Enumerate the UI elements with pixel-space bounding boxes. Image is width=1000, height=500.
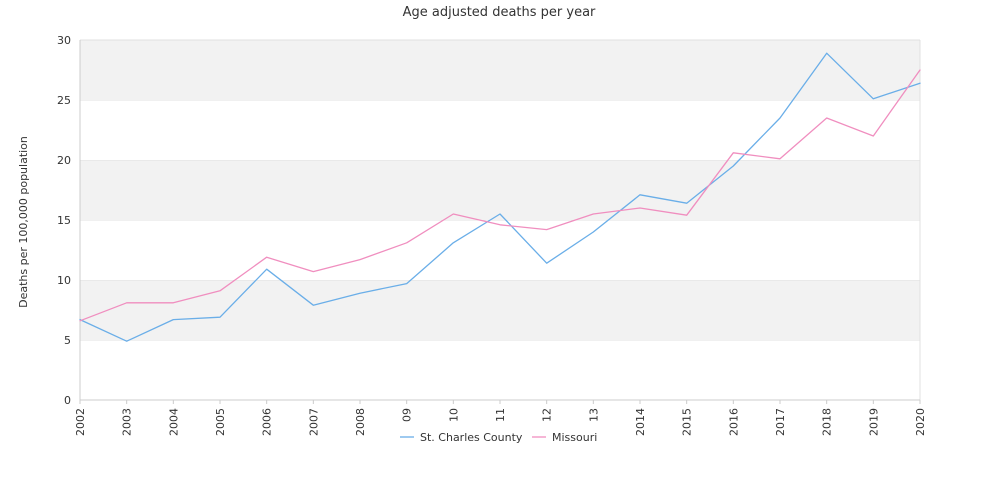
- grid-band: [80, 220, 920, 280]
- x-tick-label: 2006: [261, 408, 274, 436]
- series-line-1: [79, 69, 921, 322]
- x-tick-label: 2019: [867, 408, 880, 436]
- series-lines: [79, 52, 921, 342]
- x-tick-label: 2015: [681, 408, 694, 436]
- y-tick-label: 15: [57, 214, 71, 227]
- x-tick-label: 2016: [727, 408, 740, 436]
- legend-label-1: Missouri: [552, 431, 597, 444]
- x-tick-label: 2003: [121, 408, 134, 436]
- y-tick-label: 20: [57, 154, 71, 167]
- x-tick-label: 2005: [214, 408, 227, 436]
- grid-band: [80, 340, 920, 400]
- x-tick-label: 12: [541, 408, 554, 422]
- x-tick-label: 09: [401, 408, 414, 422]
- y-axis-ticks: 0 5 10 15 20 25 30: [57, 34, 71, 407]
- x-tick-label: 2002: [74, 408, 87, 436]
- y-tick-label: 5: [64, 334, 71, 347]
- x-tick-label: 2020: [914, 408, 927, 436]
- x-tick-label: 2008: [354, 408, 367, 436]
- grid-bands: [80, 39, 920, 400]
- x-axis-ticks: 2002 2003 2004 2005 2006 2007 2008 09 10 11 12 13 20…: [74, 400, 927, 436]
- legend: St. Charles County Missouri: [400, 431, 597, 444]
- grid-band: [80, 100, 920, 160]
- x-tick-label: 13: [587, 408, 600, 422]
- x-tick-label: 11: [494, 408, 507, 422]
- y-axis-title: Deaths per 100,000 population: [17, 136, 30, 308]
- grid-band: [80, 280, 920, 340]
- y-tick-label: 25: [57, 94, 71, 107]
- x-tick-label: 2007: [307, 408, 320, 436]
- legend-label-0: St. Charles County: [420, 431, 523, 444]
- y-tick-label: 10: [57, 274, 71, 287]
- grid-band: [80, 40, 920, 100]
- y-tick-label: 30: [57, 34, 71, 47]
- x-tick-label: 2018: [821, 408, 834, 436]
- series-line-0: [79, 52, 921, 342]
- x-tick-label: 2004: [167, 408, 180, 436]
- grid-band: [80, 160, 920, 220]
- x-tick-label: 10: [447, 408, 460, 422]
- x-tick-label: 2014: [634, 408, 647, 436]
- x-tick-label: 2017: [774, 408, 787, 436]
- y-tick-label: 0: [64, 394, 71, 407]
- chart-title: Age adjusted deaths per year: [403, 5, 596, 20]
